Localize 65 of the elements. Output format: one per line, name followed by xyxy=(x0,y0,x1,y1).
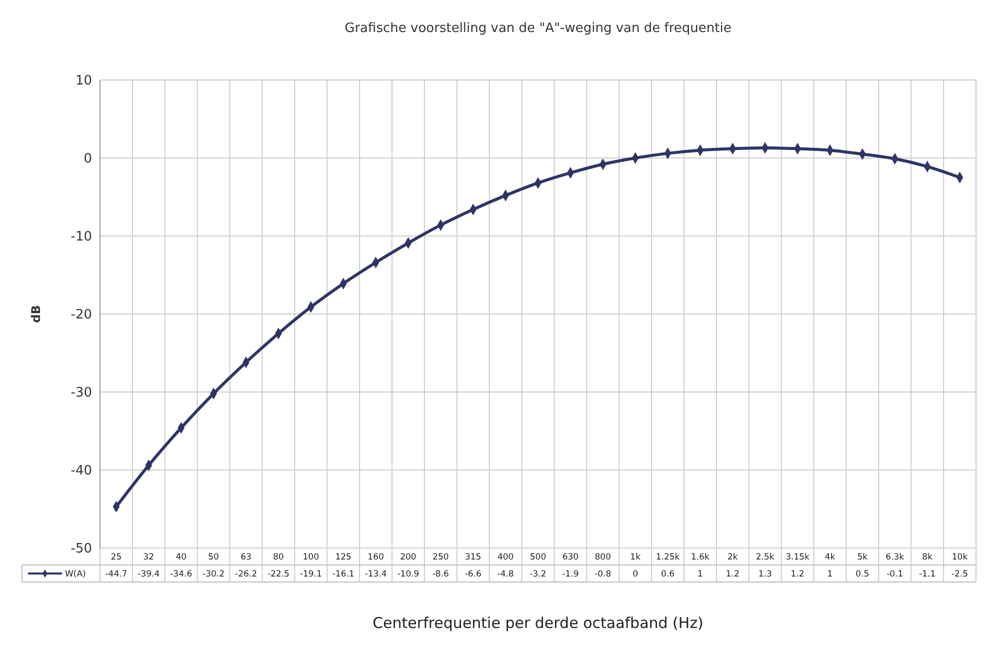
data-label: -0.1 xyxy=(886,569,904,580)
data-label: -34.6 xyxy=(170,569,192,580)
data-label: -0.8 xyxy=(594,569,612,580)
data-label: -4.8 xyxy=(497,569,514,580)
x-tick-label: 8k xyxy=(922,552,933,562)
data-label: -13.4 xyxy=(364,569,387,580)
x-tick-label: 400 xyxy=(497,552,514,562)
y-tick-label: -50 xyxy=(70,542,92,557)
x-tick-label: 100 xyxy=(302,552,320,562)
y-tick-label: 0 xyxy=(84,152,92,167)
x-tick-label: 32 xyxy=(143,552,154,562)
x-tick-label: 40 xyxy=(176,552,187,562)
x-tick-label: 4k xyxy=(824,552,836,562)
x-tick-label: 630 xyxy=(562,552,579,562)
x-tick-label: 125 xyxy=(335,552,352,562)
x-tick-label: 10k xyxy=(952,552,968,562)
legend-label: W(A) xyxy=(65,569,86,580)
data-label: -30.2 xyxy=(202,569,225,580)
x-tick-label: 160 xyxy=(368,552,384,562)
x-tick-label: 50 xyxy=(208,552,219,562)
data-label: -3.2 xyxy=(530,569,546,580)
data-label: 1.2 xyxy=(790,569,804,580)
x-tick-label: 5k xyxy=(857,552,868,562)
data-label: -44.7 xyxy=(105,569,128,580)
y-tick-label: 10 xyxy=(75,74,92,89)
data-label: -16.1 xyxy=(332,569,354,580)
data-label: -39.4 xyxy=(138,569,160,580)
data-label: -22.5 xyxy=(267,569,290,580)
x-tick-label: 2k xyxy=(727,552,738,562)
x-tick-label: 25 xyxy=(110,552,122,562)
x-tick-label: 1k xyxy=(630,552,641,562)
x-tick-label: 1.6k xyxy=(690,552,710,562)
data-label: -26.2 xyxy=(235,569,257,580)
data-label: -19.1 xyxy=(300,569,322,580)
x-tick-label: 315 xyxy=(464,552,482,562)
data-label: 1 xyxy=(698,569,703,580)
x-tick-label: 63 xyxy=(240,552,252,562)
x-tick-label: 500 xyxy=(530,552,546,562)
data-label: -2.5 xyxy=(951,569,968,580)
data-label: 1.3 xyxy=(758,569,772,580)
x-axis-title: Centerfrequentie per derde octaafband (Hz) xyxy=(372,614,704,632)
x-tick-label: 80 xyxy=(273,552,284,562)
x-tick-label: 3.15k xyxy=(786,552,810,562)
data-label: -8.6 xyxy=(432,569,449,580)
x-tick-label: 200 xyxy=(400,552,416,562)
x-tick-label: 2.5k xyxy=(756,552,774,562)
data-label: 1.2 xyxy=(726,569,740,580)
y-tick-label: -20 xyxy=(70,308,92,323)
data-label: -6.6 xyxy=(464,569,482,580)
data-label: -10.9 xyxy=(397,569,420,580)
x-tick-label: 250 xyxy=(432,552,449,562)
data-label: -1.1 xyxy=(919,569,936,580)
data-label: 0.5 xyxy=(856,569,870,580)
x-tick-label: 6.3k xyxy=(886,552,904,562)
x-tick-label: 1.25k xyxy=(656,552,680,562)
data-label: 0 xyxy=(632,569,638,580)
data-label: -1.9 xyxy=(562,569,579,580)
data-label: 1 xyxy=(827,569,833,580)
y-tick-label: -30 xyxy=(70,386,92,401)
y-tick-label: -10 xyxy=(70,230,92,245)
x-tick-label: 800 xyxy=(594,552,612,562)
data-label: 0.6 xyxy=(661,569,675,580)
chart-title: Grafische voorstelling van de "A"-weging van de frequentie xyxy=(344,21,732,36)
y-tick-label: -40 xyxy=(70,464,92,479)
y-axis-title: dB xyxy=(29,305,43,323)
